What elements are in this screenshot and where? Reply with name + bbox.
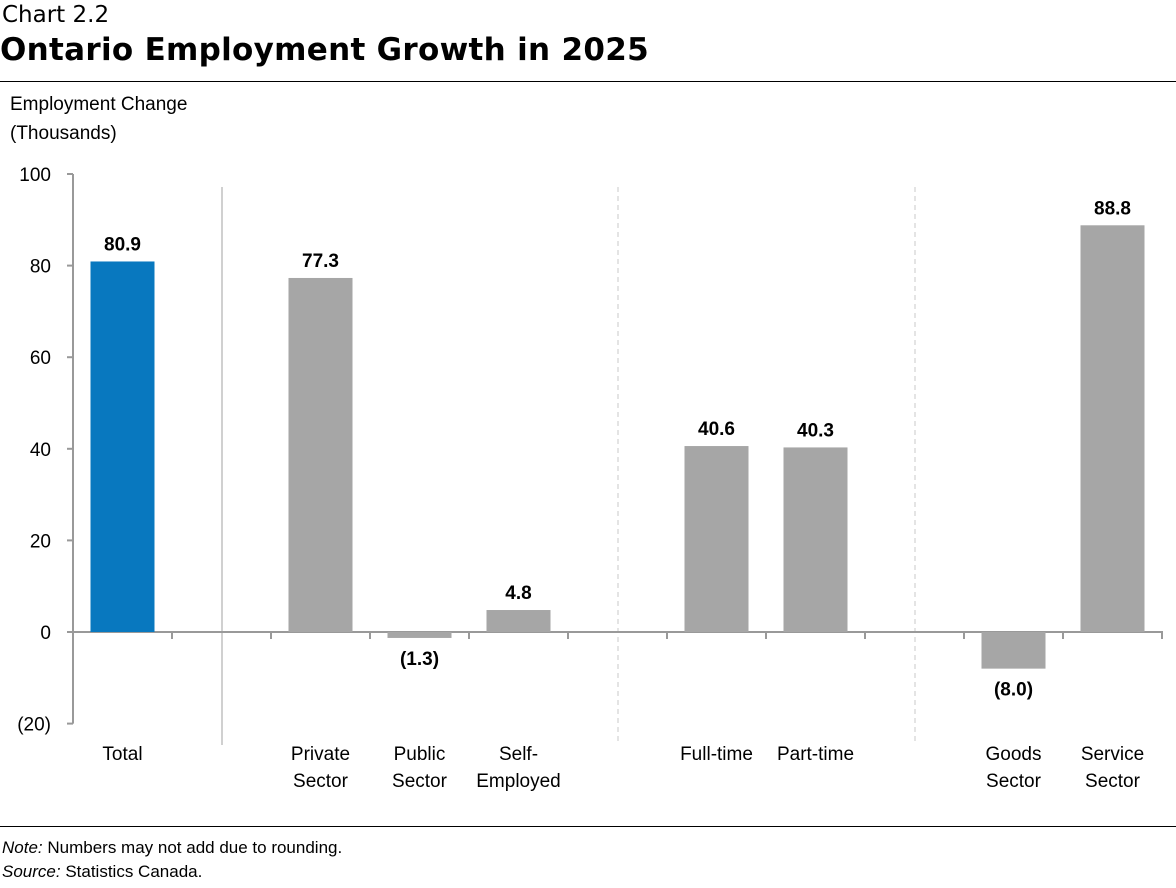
chart-number: Chart 2.2 xyxy=(2,2,110,28)
x-tick-label: Public xyxy=(394,744,446,765)
x-tick-label: Sector xyxy=(1085,771,1141,792)
bar xyxy=(486,610,551,632)
bar xyxy=(783,447,848,632)
chart-title: Ontario Employment Growth in 2025 xyxy=(0,32,649,68)
data-label: 77.3 xyxy=(302,251,339,272)
footer-divider xyxy=(0,826,1176,827)
x-tick-label: Goods xyxy=(986,744,1042,765)
x-tick-label: Sector xyxy=(986,771,1042,792)
x-tick-label: Employed xyxy=(476,771,561,792)
y-axis-label: Employment Change (Thousands) xyxy=(10,90,187,148)
data-label: (8.0) xyxy=(994,680,1033,701)
data-label: 4.8 xyxy=(505,583,531,604)
data-label: 40.3 xyxy=(797,420,834,441)
bar xyxy=(981,632,1046,669)
bar xyxy=(684,446,749,632)
data-label: 88.8 xyxy=(1094,198,1131,219)
source: Source: Statistics Canada. xyxy=(2,862,203,881)
title-divider xyxy=(0,81,1176,82)
y-tick-label: 0 xyxy=(40,623,51,644)
x-tick-label: Self- xyxy=(499,744,538,765)
y-tick-label: (20) xyxy=(17,715,51,736)
bar xyxy=(1080,225,1145,632)
y-tick-label: 20 xyxy=(30,531,51,552)
data-label: (1.3) xyxy=(400,649,439,670)
x-tick-label: Sector xyxy=(392,771,448,792)
y-tick-label: 80 xyxy=(30,257,51,278)
footnotes: Note: Numbers may not add due to roundin… xyxy=(2,836,342,884)
y-axis-label-line2: (Thousands) xyxy=(10,123,117,144)
bar xyxy=(288,277,353,632)
x-tick-label: Full-time xyxy=(680,744,753,765)
y-axis-label-line1: Employment Change xyxy=(10,94,188,115)
y-tick-label: 60 xyxy=(30,348,51,369)
data-label: 40.6 xyxy=(698,419,735,440)
x-tick-label: Service xyxy=(1081,744,1144,765)
x-tick-label: Part-time xyxy=(777,744,854,765)
y-tick-label: 40 xyxy=(30,440,51,461)
bar xyxy=(387,632,452,638)
x-tick-label: Total xyxy=(102,744,142,765)
x-tick-label: Private xyxy=(291,744,350,765)
data-label: 80.9 xyxy=(104,234,141,255)
bar xyxy=(90,261,155,632)
note: Note: Numbers may not add due to roundin… xyxy=(2,838,343,857)
y-tick-label: 100 xyxy=(19,165,51,186)
x-tick-label: Sector xyxy=(293,771,349,792)
